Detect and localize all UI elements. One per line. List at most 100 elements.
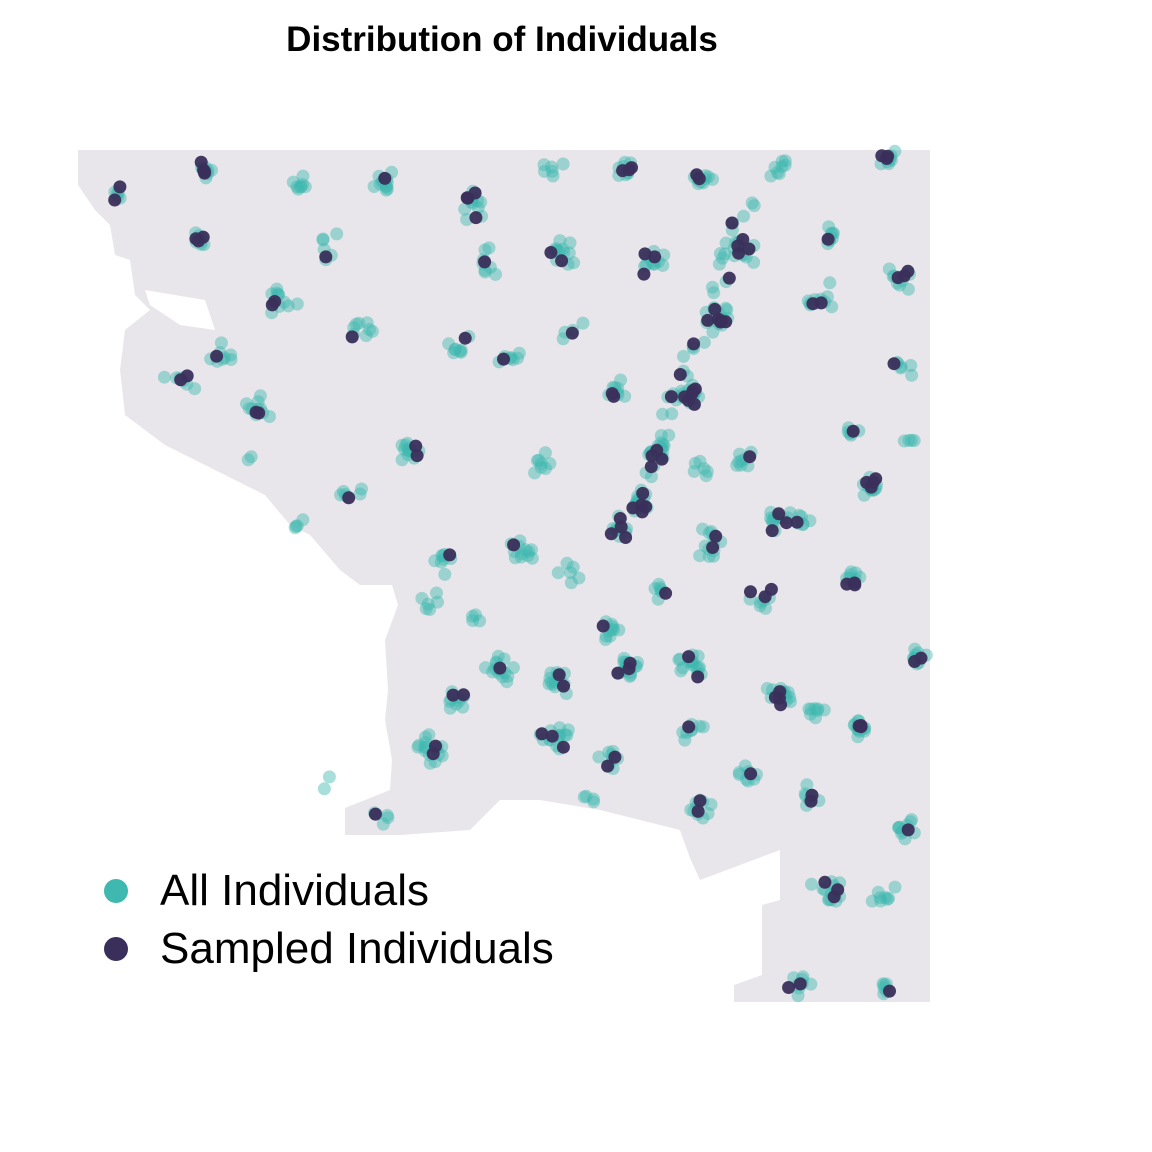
all-individual-point — [825, 300, 839, 314]
sampled-individual-point — [634, 498, 648, 512]
all-individual-point — [447, 346, 461, 360]
sampled-individual-point — [210, 349, 224, 363]
all-individual-point — [525, 551, 539, 565]
sampled-individual-point — [113, 180, 127, 194]
all-individual-point — [349, 317, 363, 331]
sampled-individual-point — [544, 246, 558, 259]
all-individual-point — [376, 817, 390, 831]
all-individual-point — [296, 513, 310, 527]
all-individual-point — [412, 738, 426, 752]
all-individual-point — [606, 620, 620, 634]
all-individual-point — [290, 180, 304, 194]
all-individual-point — [745, 196, 759, 210]
all-individual-point — [253, 389, 267, 403]
sampled-individual-point — [706, 541, 720, 554]
all-individual-point — [360, 316, 374, 330]
all-individual-point — [677, 349, 690, 363]
all-individual-point — [330, 227, 344, 241]
all-individual-point — [700, 465, 714, 478]
all-individual-point — [317, 782, 331, 796]
all-individual-point — [478, 265, 492, 279]
all-individual-point — [747, 255, 761, 269]
all-individual-point — [603, 629, 617, 643]
sampled-individual-point — [848, 578, 862, 592]
sampled-individual-point — [457, 688, 470, 702]
all-individual-point — [298, 180, 312, 194]
all-individual-point — [542, 677, 556, 691]
sampled-individual-point — [854, 719, 868, 732]
all-individual-point — [882, 891, 895, 905]
all-individual-point — [214, 336, 228, 350]
all-individual-point — [760, 682, 774, 695]
all-individual-point — [881, 892, 894, 906]
all-individual-point — [730, 458, 744, 472]
all-individual-point — [454, 343, 468, 357]
all-individual-point — [428, 554, 442, 568]
all-individual-point — [652, 577, 666, 591]
sampled-individual-point — [619, 531, 633, 544]
all-individual-point — [546, 169, 560, 183]
all-individual-point — [802, 702, 816, 716]
all-individual-point — [522, 545, 536, 559]
all-individual-point — [701, 807, 715, 820]
sampled-individual-point — [565, 326, 579, 340]
sampled-individual-point — [645, 449, 659, 463]
all-individual-point — [783, 690, 797, 704]
sampled-individual-point — [701, 313, 715, 327]
all-individual-point — [556, 242, 570, 256]
all-individual-point — [691, 649, 705, 663]
all-individual-point — [901, 282, 915, 296]
all-individual-point — [772, 167, 786, 181]
all-individual-point — [224, 348, 238, 362]
sampled-individual-point — [790, 515, 804, 529]
sampled-individual-point — [709, 529, 723, 543]
all-individual-point — [241, 453, 255, 467]
legend-item-sampled: Sampled Individuals — [104, 920, 554, 978]
all-individual-point — [286, 175, 300, 189]
all-individual-point — [688, 456, 702, 470]
all-individual-point — [823, 276, 837, 290]
sampled-individual-point — [614, 520, 628, 534]
all-individual-point — [478, 243, 492, 257]
sampled-individual-point — [688, 382, 702, 396]
sampled-individual-point — [556, 740, 570, 754]
sampled-individual-point — [742, 242, 756, 256]
all-individual-point — [534, 460, 548, 474]
all-individual-point — [560, 728, 574, 742]
sampled-individual-point — [507, 538, 521, 552]
sampled-individual-point — [368, 807, 382, 821]
sampled-individual-point — [493, 661, 507, 675]
all-individual-point — [316, 233, 330, 247]
all-individual-point — [873, 891, 887, 905]
all-individual-point — [352, 316, 366, 330]
sampled-individual-point — [429, 739, 442, 753]
all-individual-point — [489, 267, 502, 281]
all-individual-point — [759, 601, 772, 615]
all-individual-point — [713, 247, 727, 260]
purple-dot-icon — [104, 937, 128, 961]
sampled-individual-point — [687, 337, 701, 351]
sampled-individual-point — [682, 720, 696, 734]
sampled-individual-point — [478, 255, 492, 269]
sampled-individual-point — [345, 330, 359, 344]
sampled-individual-point — [443, 548, 457, 562]
all-individual-point — [732, 768, 746, 781]
all-individual-point — [263, 410, 276, 423]
sampled-individual-point — [691, 670, 705, 684]
all-individual-point — [556, 157, 570, 171]
all-individual-point — [224, 353, 238, 366]
sampled-individual-point — [638, 247, 652, 261]
all-individual-point — [537, 158, 551, 172]
all-individual-point — [716, 251, 730, 265]
sampled-individual-point — [691, 804, 705, 818]
all-individual-point — [572, 571, 586, 585]
all-individual-point — [558, 728, 572, 742]
sampled-individual-point — [887, 357, 901, 371]
all-individual-point — [291, 182, 305, 196]
legend-item-all: All Individuals — [104, 862, 554, 920]
sampled-individual-point — [682, 650, 696, 664]
all-individual-point — [882, 262, 896, 276]
all-individual-point — [506, 661, 520, 675]
all-individual-point — [697, 335, 711, 349]
all-individual-point — [778, 154, 792, 168]
